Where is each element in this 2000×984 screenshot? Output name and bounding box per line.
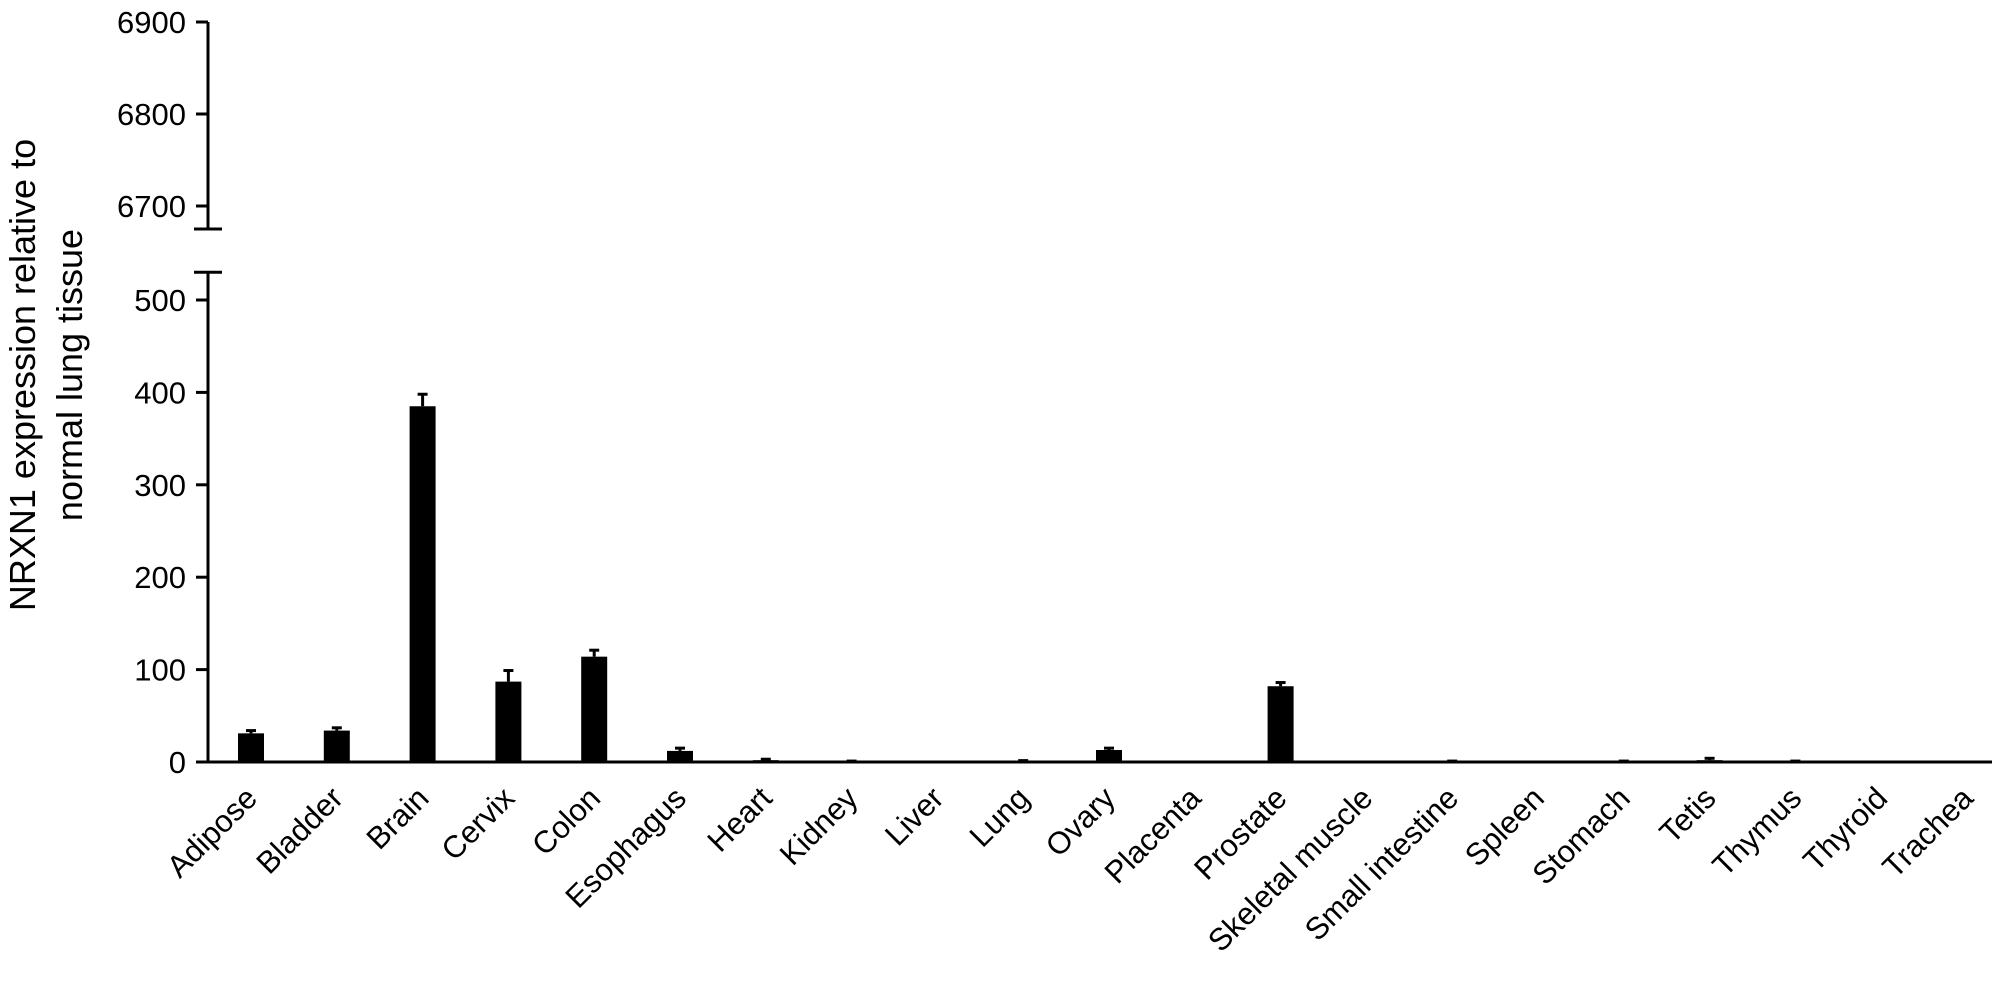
category-label-tetis: Tetis (1653, 780, 1723, 850)
error-bars (246, 392, 1801, 763)
y-tick-6700-label: 6700 (117, 189, 186, 224)
y-tick-300-label: 300 (134, 468, 186, 503)
y-tick-100-label: 100 (134, 653, 186, 688)
y-tick-6900-label: 6900 (117, 5, 186, 40)
y-axis-title-line-1: NRXN1 expression relative to (2, 139, 43, 611)
category-label-kidney: Kidney (773, 780, 865, 872)
y-tick-200-label: 200 (134, 560, 186, 595)
category-label-heart: Heart (700, 780, 779, 859)
y-tick-6800-label: 6800 (117, 97, 186, 132)
y-tick-400-label: 400 (134, 375, 186, 410)
bar-adipose (238, 733, 264, 762)
category-label-cervix: Cervix (434, 780, 521, 867)
category-label-ovary: Ovary (1039, 780, 1123, 864)
bar-heart (752, 760, 779, 762)
category-label-small-intestine: Small intestine (1298, 780, 1465, 947)
y-axis-title: NRXN1 expression relative to normal lung… (2, 139, 90, 611)
category-label-bladder: Bladder (249, 780, 349, 880)
category-label-adipose: Adipose (160, 780, 264, 884)
y-ticks: 6700 6800 6900 0 100 200 300 400 500 (117, 5, 208, 780)
axes (194, 22, 1992, 764)
category-label-placenta: Placenta (1098, 780, 1209, 891)
bar-tetis (1696, 760, 1723, 762)
category-label-lung: Lung (963, 780, 1037, 854)
y-axis-title-line-2: normal lung tissue (49, 229, 90, 521)
bar-brain (409, 406, 436, 762)
bar-ovary (1096, 749, 1122, 762)
category-label-trachea: Trachea (1876, 780, 1981, 885)
bar-prostate (1267, 686, 1294, 762)
category-label-brain: Brain (360, 780, 436, 856)
category-label-colon: Colon (525, 780, 607, 862)
category-label-thymus: Thymus (1706, 780, 1809, 883)
bar-bladder (323, 730, 350, 762)
bar-esophagus (667, 750, 693, 762)
bar-cervix (495, 681, 522, 762)
bars (238, 406, 1809, 762)
bar-colon (581, 656, 608, 762)
y-tick-500-label: 500 (134, 283, 186, 318)
category-label-liver: Liver (878, 780, 950, 852)
y-tick-0-label: 0 (169, 745, 186, 780)
